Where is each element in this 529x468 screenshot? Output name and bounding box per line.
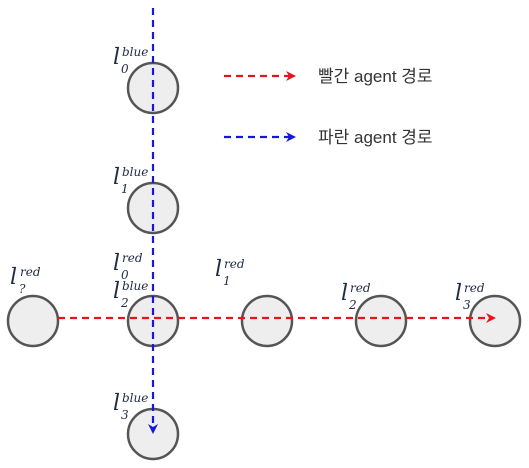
svg-text:l: l xyxy=(455,281,462,306)
svg-text:3: 3 xyxy=(463,298,471,312)
svg-text:3: 3 xyxy=(121,408,129,422)
svg-text:red: red xyxy=(224,257,245,271)
label-blue-0: l blue 0 xyxy=(113,45,148,76)
svg-text:blue: blue xyxy=(122,279,148,293)
svg-text:l: l xyxy=(113,251,120,276)
legend: 빨간 agent 경로 파란 agent 경로 xyxy=(224,67,433,147)
node-red-2 xyxy=(354,294,408,348)
svg-text:1: 1 xyxy=(223,274,231,288)
svg-text:blue: blue xyxy=(122,165,148,179)
label-red-1: l red 1 xyxy=(215,257,245,288)
svg-text:l: l xyxy=(10,265,17,290)
node-red-3 xyxy=(468,294,522,348)
svg-text:1: 1 xyxy=(121,182,129,196)
svg-text:2: 2 xyxy=(348,298,357,312)
label-blue-1: l blue 1 xyxy=(113,165,148,196)
svg-text:l: l xyxy=(113,391,120,416)
legend-blue-label: 파란 agent 경로 xyxy=(318,128,433,147)
svg-text:2: 2 xyxy=(120,296,129,310)
node-red-1 xyxy=(240,294,294,348)
node-red-start xyxy=(6,294,60,348)
legend-red-label: 빨간 agent 경로 xyxy=(318,67,433,86)
svg-text:l: l xyxy=(113,165,120,190)
label-blue-3: l blue 3 xyxy=(113,391,148,422)
label-red-2: l red 2 xyxy=(341,281,371,312)
svg-text:l: l xyxy=(113,279,120,304)
svg-text:blue: blue xyxy=(122,391,148,405)
label-blue-2: l blue 2 xyxy=(113,279,148,310)
svg-text:red: red xyxy=(122,251,143,265)
svg-text:red: red xyxy=(20,265,41,279)
label-red-unknown: l red ? xyxy=(10,265,41,296)
svg-text:0: 0 xyxy=(121,268,129,282)
label-red-0: l red 0 xyxy=(113,251,143,282)
svg-text:l: l xyxy=(215,257,222,282)
svg-text:?: ? xyxy=(19,282,26,296)
svg-text:red: red xyxy=(350,281,371,295)
svg-text:blue: blue xyxy=(122,45,148,59)
svg-text:red: red xyxy=(464,281,485,295)
svg-text:l: l xyxy=(113,45,120,70)
svg-text:l: l xyxy=(341,281,348,306)
svg-text:0: 0 xyxy=(121,62,129,76)
label-red-3: l red 3 xyxy=(455,281,485,312)
